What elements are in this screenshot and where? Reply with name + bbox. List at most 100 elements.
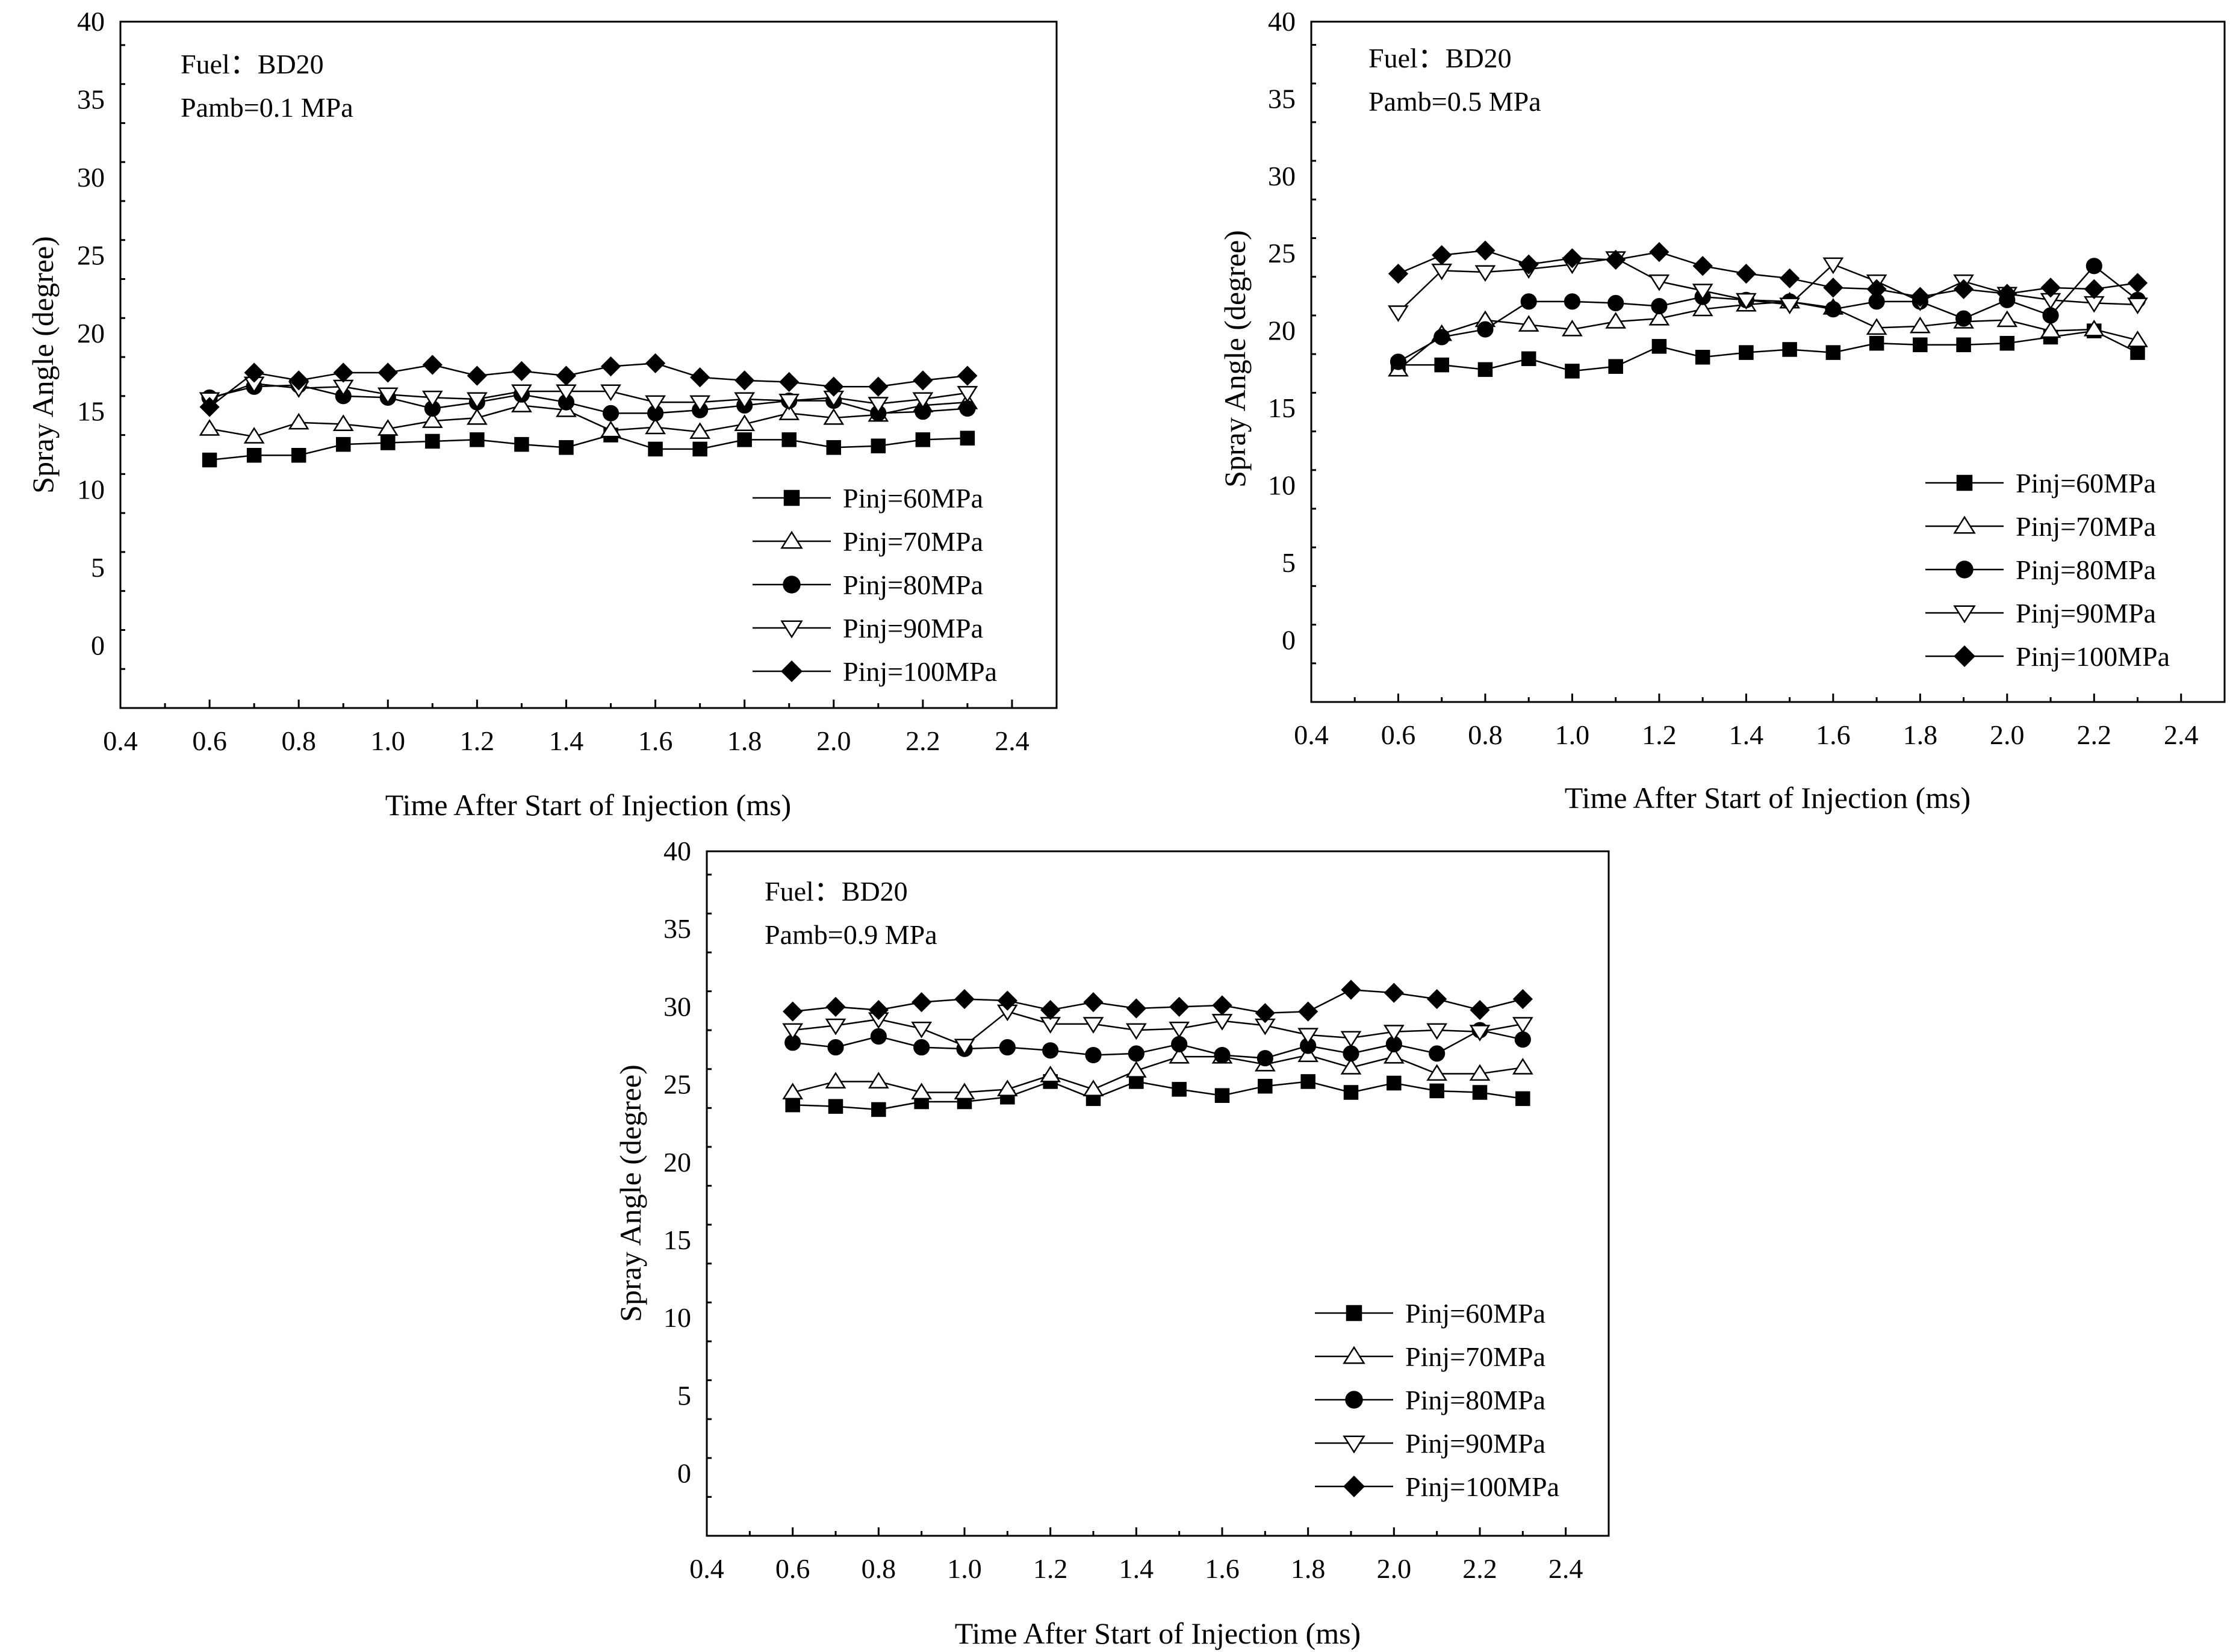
data-point [1997, 284, 2017, 304]
x-tick-label: 0.6 [1381, 719, 1416, 750]
data-point [1512, 1058, 1533, 1075]
data-point [377, 419, 399, 436]
x-tick-label: 1.4 [1729, 719, 1764, 750]
x-tick-label: 1.8 [727, 725, 762, 756]
legend-item: Pinj=60MPa [1925, 468, 2156, 498]
data-point [1300, 1074, 1315, 1089]
data-point [954, 1082, 975, 1100]
series-line [792, 1010, 1523, 1047]
series-layer [199, 353, 978, 468]
data-point [782, 1023, 804, 1040]
y-tick-label: 0 [91, 630, 105, 660]
legend-item: Pinj=90MPa [753, 613, 983, 644]
data-point [1739, 345, 1754, 360]
legend-item: Pinj=80MPa [1925, 554, 2156, 585]
legend-marker [1956, 474, 1973, 491]
legend-item: Pinj=90MPa [1315, 1428, 1545, 1459]
data-point [1605, 312, 1627, 329]
y-tick-label: 25 [663, 1069, 691, 1100]
y-tick-label: 25 [77, 240, 105, 271]
series-line [209, 434, 967, 461]
annotation-pamb: Pamb=0.9 MPa [765, 919, 937, 950]
x-tick-label: 1.6 [638, 725, 673, 756]
x-tick-label: 2.4 [995, 725, 1030, 756]
data-point [1429, 1045, 1446, 1062]
data-point [1562, 319, 1583, 337]
data-point [1607, 294, 1624, 311]
data-point [783, 1001, 803, 1022]
legend-label: Pinj=90MPa [2016, 598, 2156, 629]
data-point [825, 996, 846, 1017]
x-axis: 0.4 0.6 0.8 1.0 1.2 1.4 1.6 1.8 2.0 2.2 2.4 [689, 1527, 1610, 1584]
x-tick-label: 0.8 [862, 1553, 896, 1584]
y-tick-label: 15 [77, 396, 105, 427]
y-tick-label: 30 [1268, 161, 1296, 191]
y-tick-label: 5 [1282, 547, 1296, 578]
data-point [645, 395, 666, 412]
legend-label: Pinj=60MPa [1405, 1298, 1545, 1329]
y-tick-label: 35 [1268, 83, 1296, 114]
data-point [1128, 1045, 1145, 1062]
data-point [957, 365, 978, 386]
data-point [870, 1028, 887, 1045]
data-point [1212, 995, 1232, 1016]
data-point [913, 1039, 930, 1056]
data-point [1383, 1025, 1405, 1042]
data-point [871, 1102, 886, 1117]
plot-area [706, 850, 1610, 1537]
data-point [915, 432, 931, 447]
data-point [1956, 337, 1971, 352]
x-axis-label: Time After Start of Injection (ms) [1565, 781, 1971, 815]
data-point [421, 411, 443, 428]
legend: Pinj=60MPa Pinj=70MPa Pinj=80MPa Pinj=90MPa… [753, 483, 997, 687]
y-axis-label: Spray Angle (degree) [613, 1064, 647, 1322]
x-tick-label: 1.2 [1642, 719, 1677, 750]
legend-item: Pinj=100MPa [753, 656, 997, 687]
data-point [332, 414, 354, 432]
data-point [246, 448, 262, 463]
data-point [735, 370, 755, 391]
y-tick-label: 30 [77, 162, 105, 193]
plot-area [1310, 20, 2226, 703]
data-point [1515, 1091, 1530, 1107]
data-point [1562, 248, 1583, 269]
x-tick-label: 1.2 [460, 725, 495, 756]
data-point [781, 432, 797, 447]
data-point [999, 1039, 1016, 1056]
series-layer [1388, 240, 2148, 379]
x-tick-label: 0.8 [281, 725, 316, 756]
data-point [422, 355, 443, 375]
x-tick-label: 1.2 [1033, 1553, 1068, 1584]
series-4 [783, 980, 1533, 1023]
legend-label: Pinj=80MPa [1405, 1385, 1545, 1415]
data-point [1869, 335, 1884, 351]
data-point [1825, 345, 1841, 360]
data-point [1426, 1064, 1448, 1081]
data-point [911, 1022, 933, 1039]
y-tick-label: 20 [1268, 315, 1296, 346]
data-point [288, 412, 309, 430]
data-point [2083, 319, 2105, 337]
data-point [871, 438, 886, 453]
chart-panel-1: 0 5 10 15 20 25 30 35 40 0.4 0.6 0.8 1.0 1.2 1.4 1.6 1.… [1218, 6, 2226, 815]
data-point [1514, 1031, 1531, 1048]
data-point [1695, 350, 1710, 365]
data-point [1736, 263, 1756, 284]
x-tick-label: 2.2 [1462, 1553, 1497, 1584]
data-point [1426, 1023, 1448, 1040]
x-tick-label: 1.4 [549, 725, 584, 756]
annotation-fuel: Fuel：BD20 [765, 876, 908, 907]
data-point [1735, 293, 1757, 310]
data-point [2040, 278, 2061, 298]
y-tick-label: 5 [91, 552, 105, 583]
data-point [466, 408, 488, 425]
data-point [1999, 335, 2015, 351]
y-tick-label: 15 [663, 1225, 691, 1255]
data-point [737, 432, 752, 447]
data-point [1780, 268, 1800, 288]
series-0 [1391, 323, 2145, 379]
y-tick-label: 10 [1268, 470, 1296, 500]
data-point [1512, 989, 1533, 1010]
data-point [466, 392, 488, 409]
